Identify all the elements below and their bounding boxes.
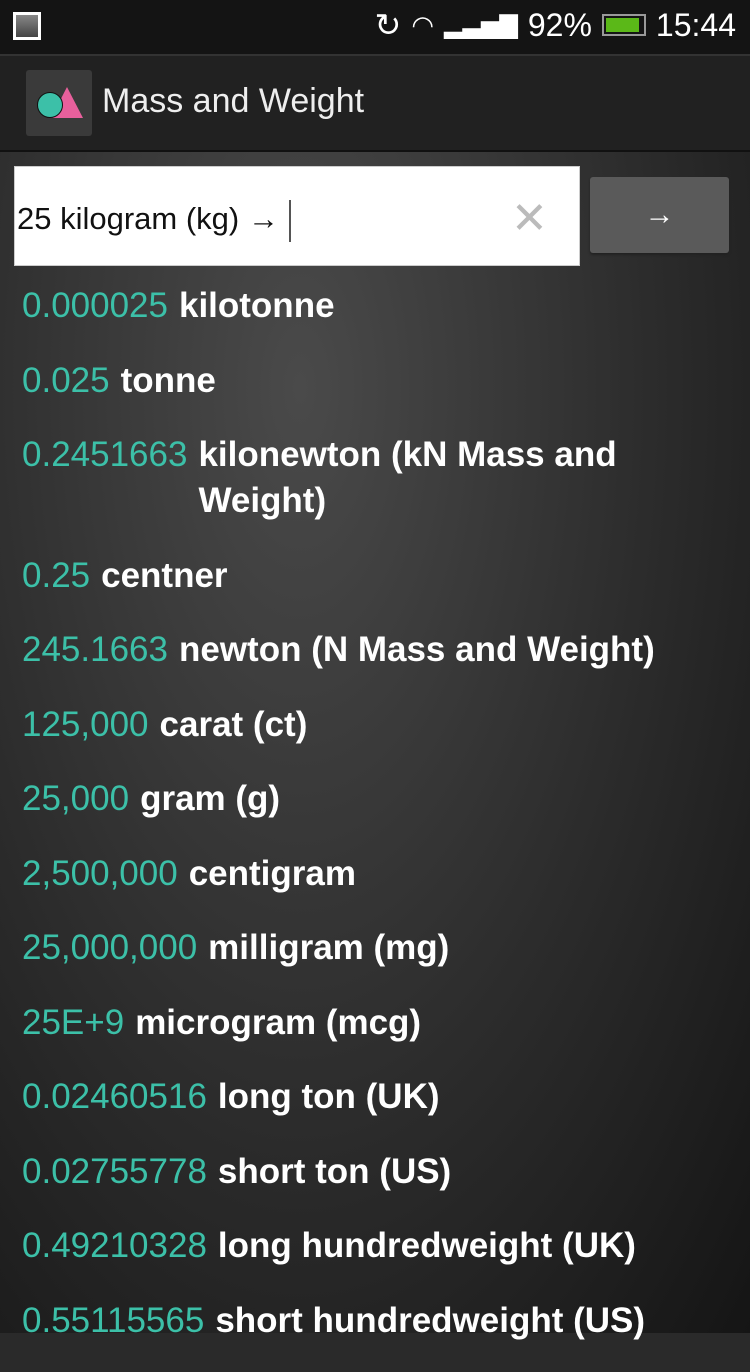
clock: 15:44 — [655, 6, 736, 43]
status-bar: ↻ ◠ ▂▃▅▇ 92% 15:44 — [0, 0, 750, 54]
input-value: 25 kilogram (kg) → — [17, 201, 279, 237]
app-icon[interactable] — [26, 70, 92, 136]
result-unit: short ton (US) — [217, 1151, 452, 1191]
result-value: 0.000025 — [22, 286, 168, 325]
result-row[interactable]: 0.49210328 long hundredweight (UK) — [22, 1223, 742, 1269]
result-unit: long hundredweight (UK) — [217, 1226, 636, 1265]
result-value: 25,000,000 — [22, 928, 198, 967]
battery-icon — [601, 14, 646, 36]
result-row[interactable]: 0.25 centner — [22, 553, 742, 599]
result-value: 0.02460516 — [22, 1077, 207, 1116]
result-row[interactable]: 0.55115565 short hundredweight (US) — [22, 1298, 742, 1344]
result-value: 0.2451663 — [22, 435, 188, 474]
result-row[interactable]: 0.000025 kilotonne — [22, 283, 742, 329]
result-row[interactable]: 25,000 gram (g) — [22, 776, 742, 822]
result-row[interactable]: 245.1663 newton (N Mass and Weight) — [22, 627, 742, 673]
result-unit: tonne — [120, 360, 216, 400]
result-value: 25,000 — [22, 779, 130, 818]
convert-button[interactable]: → — [590, 177, 729, 253]
result-unit: microgram (mcg) — [135, 1002, 422, 1042]
result-value: 25E+9 — [22, 1002, 125, 1042]
result-unit: kilonewton (kN Mass and Weight) — [198, 435, 617, 520]
result-unit: long ton (UK) — [217, 1077, 440, 1116]
result-unit: newton (N Mass and Weight) — [178, 630, 655, 669]
result-value: 0.02755778 — [22, 1151, 207, 1191]
result-value: 0.025 — [22, 360, 110, 400]
results-list: 0.000025 kilotonne 0.025 tonne 0.2451663 kilo… — [22, 283, 742, 1372]
result-row[interactable]: 25E+9 microgram (mcg) — [22, 1000, 742, 1046]
result-unit: carat (ct) — [159, 704, 308, 744]
clear-icon[interactable]: ✕ — [511, 194, 548, 243]
gallery-icon — [13, 12, 41, 40]
result-unit: gram (g) — [140, 779, 281, 818]
result-row[interactable]: 0.02755778 short ton (US) — [22, 1149, 742, 1195]
result-row[interactable]: 25,000,000 milligram (mg) — [22, 925, 742, 971]
result-value: 0.55115565 — [22, 1300, 205, 1340]
result-row[interactable]: 0.025 tonne — [22, 358, 742, 404]
result-unit: kilotonne — [178, 286, 335, 325]
result-value: 125,000 — [22, 704, 149, 744]
result-unit: centigram — [188, 853, 356, 893]
signal-icon: ▂▃▅▇ — [444, 11, 518, 39]
result-row[interactable]: 125,000 carat (ct) — [22, 702, 742, 748]
result-unit: centner — [101, 555, 228, 595]
sync-icon: ↻ — [374, 7, 402, 43]
app-title: Mass and Weight — [102, 82, 365, 120]
wifi-icon: ◠ — [411, 9, 435, 40]
text-caret — [288, 200, 291, 242]
result-row[interactable]: 0.02460516 long ton (UK) — [22, 1074, 742, 1120]
result-value: 2,500,000 — [22, 853, 178, 893]
result-value: 245.1663 — [22, 630, 168, 669]
action-bar: Mass and Weight — [0, 54, 750, 152]
result-unit: short hundredweight (US) — [215, 1300, 646, 1340]
main-content: 25 kilogram (kg) → ✕ → 0.000025 kilotonne… — [0, 152, 750, 1340]
result-value: 0.49210328 — [22, 1226, 207, 1265]
result-row[interactable]: 0.2451663 kilonewton (kN Mass and Weight) — [22, 432, 742, 524]
result-value: 0.25 — [22, 555, 91, 595]
result-unit: milligram (mg) — [208, 928, 450, 967]
result-row[interactable]: 2,500,000 centigram — [22, 851, 742, 897]
battery-percent: 92% — [527, 6, 592, 43]
conversion-input[interactable]: 25 kilogram (kg) → ✕ — [14, 166, 580, 266]
